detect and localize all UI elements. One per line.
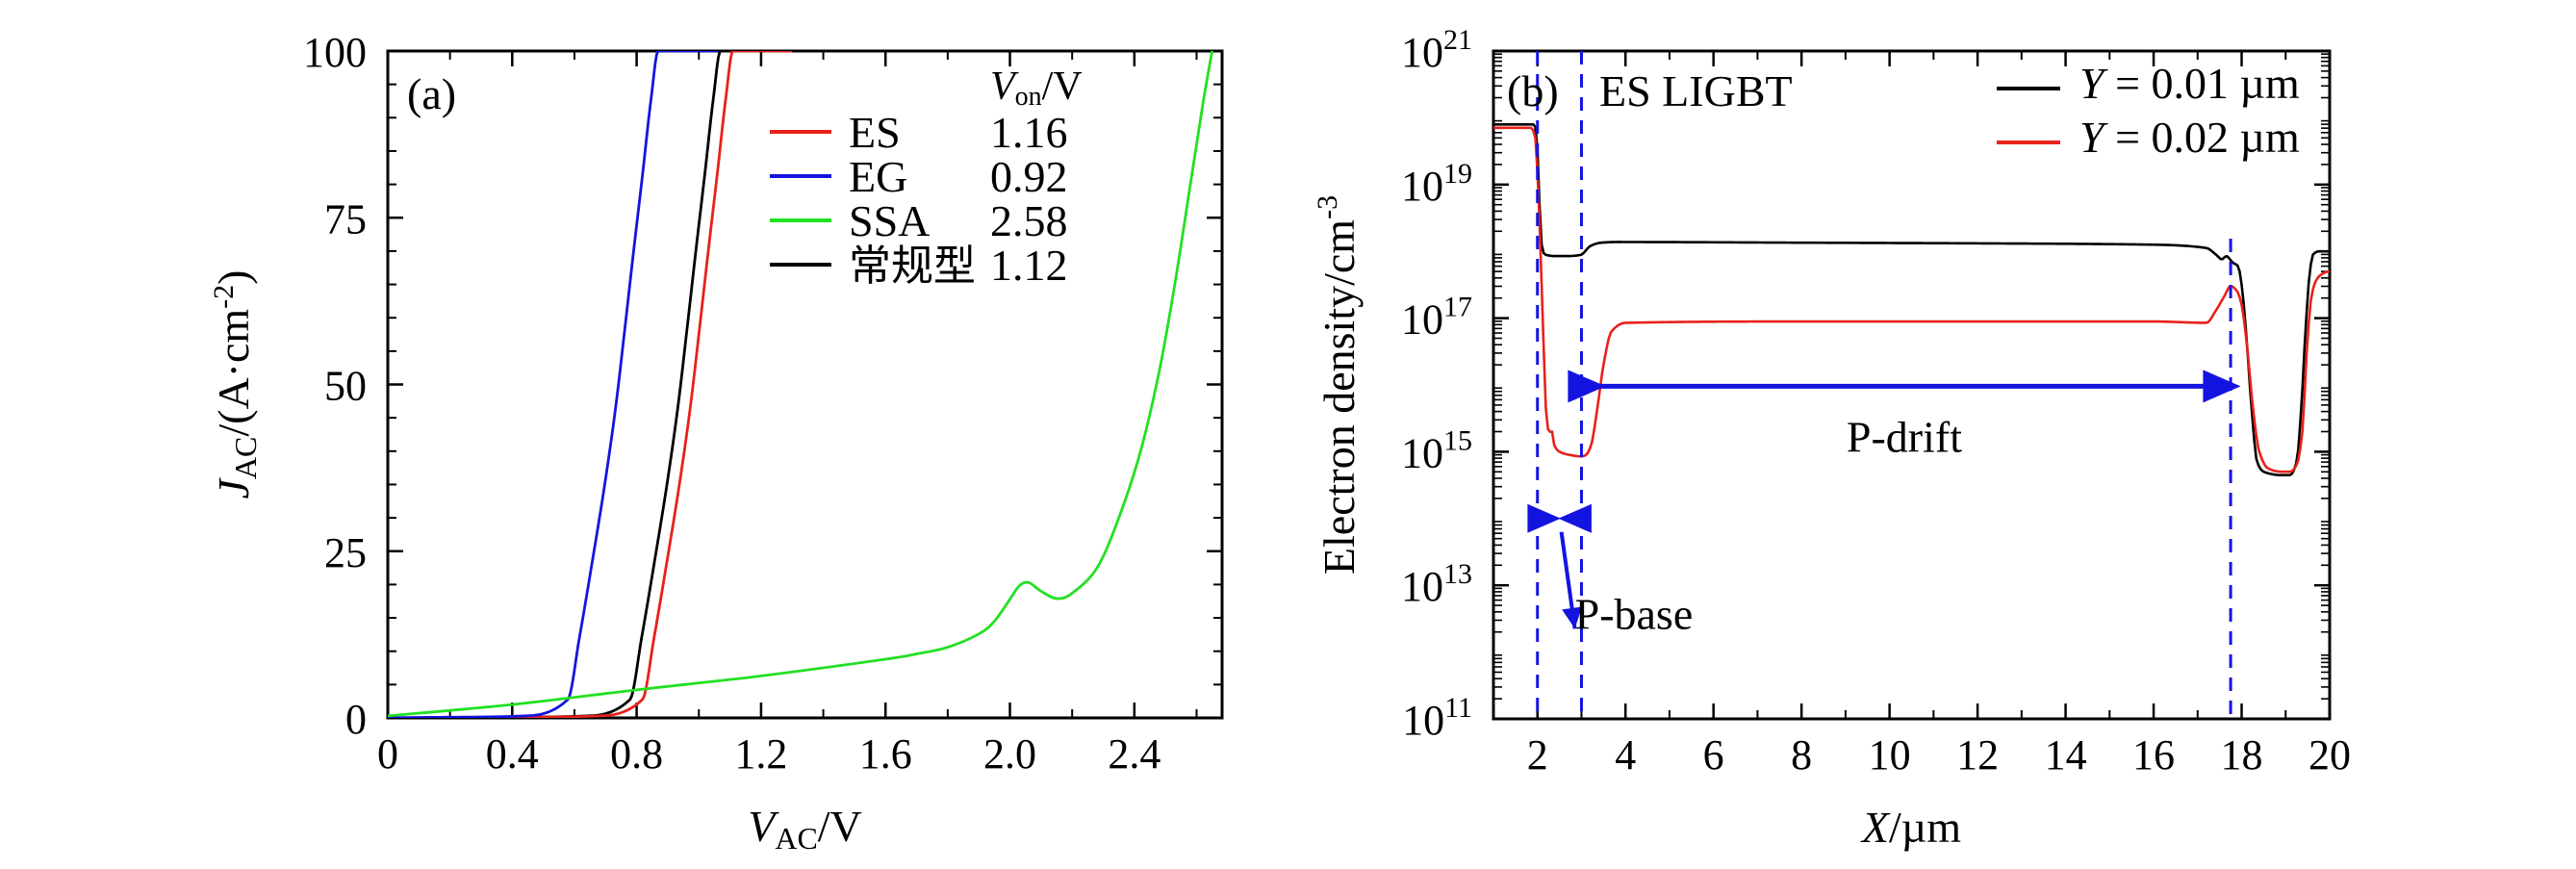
svg-text:P-base: P-base	[1575, 589, 1694, 638]
svg-text:(a): (a)	[407, 69, 456, 118]
svg-text:0: 0	[377, 730, 398, 778]
svg-text:20: 20	[2308, 731, 2351, 779]
svg-text:0.4: 0.4	[486, 730, 539, 778]
svg-text:16: 16	[2132, 731, 2175, 779]
svg-text:0.8: 0.8	[610, 730, 663, 778]
svg-text:(b): (b)	[1507, 66, 1559, 115]
svg-text:18: 18	[2221, 731, 2263, 779]
svg-text:SSA: SSA	[849, 196, 930, 245]
svg-text:1.2: 1.2	[734, 730, 787, 778]
svg-text:2.58: 2.58	[990, 196, 1068, 245]
svg-text:1.16: 1.16	[990, 108, 1068, 157]
svg-text:X/µm: X/µm	[1860, 803, 1961, 852]
svg-text:1.6: 1.6	[859, 730, 912, 778]
svg-text:4: 4	[1615, 731, 1636, 779]
svg-text:75: 75	[324, 195, 367, 243]
svg-text:6: 6	[1703, 731, 1724, 779]
svg-text:0: 0	[345, 696, 367, 743]
svg-text:0.92: 0.92	[990, 152, 1068, 201]
svg-text:10: 10	[1869, 731, 1911, 779]
svg-text:常规型: 常规型	[849, 243, 976, 290]
svg-text:14: 14	[2045, 731, 2087, 779]
svg-text:2: 2	[1527, 731, 1548, 779]
svg-text:8: 8	[1791, 731, 1812, 779]
svg-text:Electron density/cm-3: Electron density/cm-3	[1312, 195, 1364, 575]
svg-text:Y = 0.02 µm: Y = 0.02 µm	[2079, 113, 2300, 162]
svg-text:25: 25	[324, 529, 367, 576]
svg-text:1.12: 1.12	[990, 241, 1068, 290]
svg-text:P-drift: P-drift	[1847, 412, 1962, 461]
svg-text:12: 12	[1956, 731, 1999, 779]
svg-text:100: 100	[303, 29, 367, 76]
svg-text:Y = 0.01 µm: Y = 0.01 µm	[2079, 59, 2300, 108]
svg-text:2.0: 2.0	[983, 730, 1036, 778]
svg-text:50: 50	[324, 363, 367, 410]
svg-text:2.4: 2.4	[1108, 730, 1160, 778]
svg-text:ES LIGBT: ES LIGBT	[1599, 66, 1793, 115]
svg-text:EG: EG	[849, 152, 907, 201]
svg-text:ES: ES	[849, 108, 901, 157]
